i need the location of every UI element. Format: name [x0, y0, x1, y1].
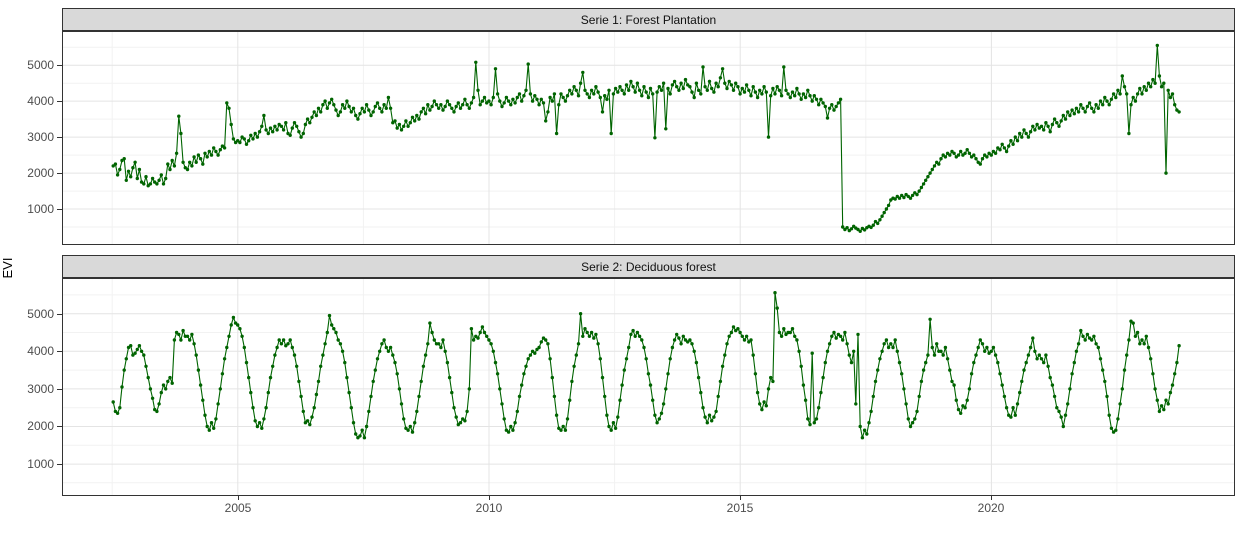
panel-border: [62, 31, 1235, 245]
y-tick-mark: [57, 137, 62, 138]
y-tick-mark: [57, 173, 62, 174]
x-tick-label: 2005: [224, 501, 252, 515]
y-tick-mark: [57, 209, 62, 210]
y-axis-title: EVI: [0, 257, 15, 279]
x-tick-label: 2020: [977, 501, 1005, 515]
panel-border: [62, 278, 1235, 496]
y-tick-label: 2000: [27, 166, 54, 180]
gridlines-minor: [62, 278, 1235, 496]
x-tick-mark: [489, 496, 490, 500]
facet-panel-2: [62, 278, 1235, 496]
x-tick-label: 2015: [726, 501, 754, 515]
facet-strip-serie1-label: Serie 1: Forest Plantation: [580, 12, 717, 27]
y-tick-label: 2000: [27, 419, 54, 433]
y-tick-mark: [57, 314, 62, 315]
y-tick-label: 3000: [27, 382, 54, 396]
y-tick-mark: [57, 464, 62, 465]
y-tick-mark: [57, 65, 62, 66]
facet-panel-1: [62, 31, 1235, 245]
y-tick-label: 1000: [27, 202, 54, 216]
y-tick-label: 1000: [27, 457, 54, 471]
gridlines-minor: [62, 31, 1235, 245]
y-tick-label: 4000: [27, 344, 54, 358]
x-tick-mark: [991, 496, 992, 500]
y-tick-mark: [57, 426, 62, 427]
facet-strip-serie1: Serie 1: Forest Plantation: [62, 8, 1235, 31]
x-tick-label: 2010: [475, 501, 503, 515]
x-tick-mark: [238, 496, 239, 500]
y-tick-mark: [57, 351, 62, 352]
y-tick-mark: [57, 101, 62, 102]
y-tick-label: 3000: [27, 130, 54, 144]
x-tick-mark: [740, 496, 741, 500]
y-tick-label: 5000: [27, 58, 54, 72]
y-tick-mark: [57, 389, 62, 390]
data-points: [111, 43, 1181, 233]
y-tick-label: 4000: [27, 94, 54, 108]
data-points: [111, 291, 1181, 440]
facet-strip-serie2-label: Serie 2: Deciduous forest: [581, 259, 716, 274]
y-tick-label: 5000: [27, 307, 54, 321]
facet-strip-serie2: Serie 2: Deciduous forest: [62, 255, 1235, 278]
